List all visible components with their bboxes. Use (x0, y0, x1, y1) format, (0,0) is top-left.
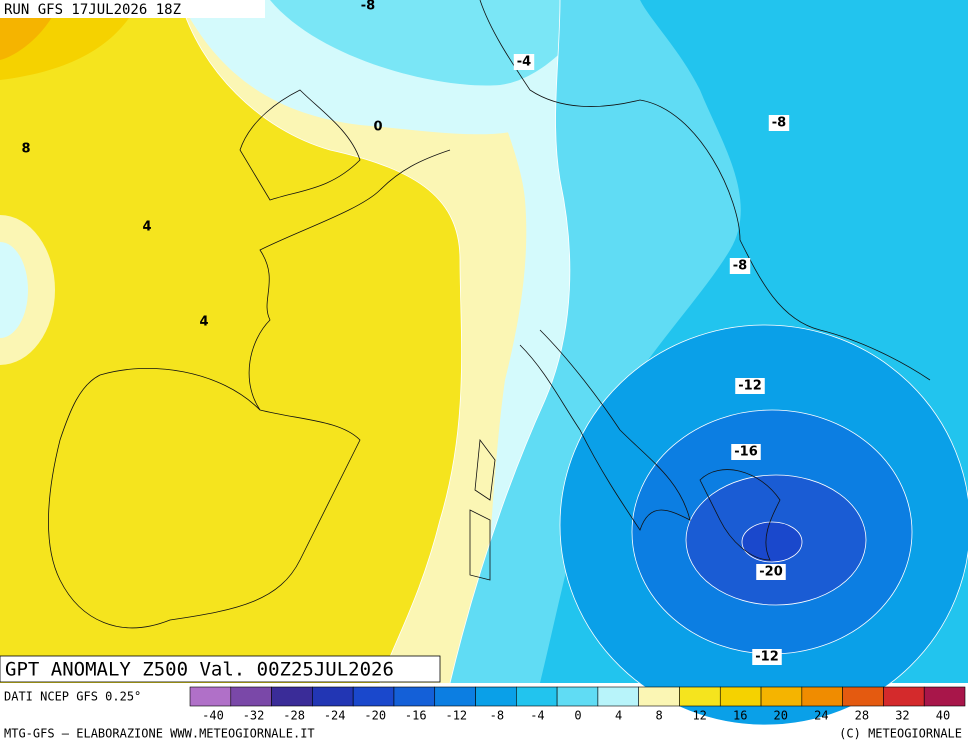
contour-label: 4 (142, 220, 151, 235)
contour-label-box (731, 444, 761, 460)
contour-label: -4 (517, 55, 531, 70)
colorbar-label: -8 (490, 709, 504, 723)
header-box (0, 0, 265, 18)
colorbar-label: 24 (814, 709, 828, 723)
colorbar-swatch (189, 686, 232, 707)
colorbar-swatch (597, 686, 639, 707)
colorbar-swatch (516, 686, 558, 707)
colorbar-swatch (638, 686, 680, 707)
contour-label-box (735, 378, 765, 394)
colorbar-swatch (719, 686, 762, 707)
contour-label: 8 (21, 142, 30, 157)
colorbar-swatch (760, 686, 803, 707)
contour-labels: -8 -4 8 0 -8 4 -8 4 -12 -16 -20 -12 (21, 0, 790, 665)
map (0, 0, 968, 726)
contour-label: -8 (361, 0, 375, 14)
contour-label: -8 (772, 116, 786, 131)
map-title: GPT ANOMALY Z500 Val. 00Z25JUL2026 (5, 659, 394, 681)
colorbar-swatch (312, 686, 354, 707)
colorbar-label: 4 (615, 709, 622, 723)
colorbar-label: 0 (574, 709, 581, 723)
colorbar-label: 16 (733, 709, 747, 723)
colorbar-swatch (475, 686, 517, 707)
contour-label-box (729, 258, 751, 274)
contour-label: -20 (759, 565, 783, 580)
contour-label-box (513, 54, 535, 70)
contour-label-box (768, 115, 790, 131)
colorbar-label: 40 (936, 709, 950, 723)
colorbar-swatch (556, 686, 599, 707)
contour-label: 0 (373, 120, 382, 135)
colorbar-swatch (352, 686, 395, 707)
colorbar-label: -20 (364, 709, 386, 723)
colorbar-swatch (271, 686, 313, 707)
title-box (0, 655, 441, 683)
colorbar-label: -16 (405, 709, 427, 723)
contour-label: 4 (199, 315, 208, 330)
colorbar-label: -32 (243, 709, 265, 723)
colorbar: -40 -32 -28 -24 -20 -16 -12 -8 -4 0 4 8 12 16 20 24 28 32… (189, 686, 966, 723)
contour-label: -8 (733, 259, 747, 274)
colorbar-swatch (230, 686, 272, 707)
colorbar-label: -28 (283, 709, 305, 723)
colorbar-label: 28 (855, 709, 869, 723)
source-label: DATI NCEP GFS 0.25° (4, 690, 141, 704)
contour-label: -12 (755, 650, 779, 665)
colorbar-label: -4 (530, 709, 544, 723)
colorbar-swatch (393, 686, 436, 707)
footer-right: (C) METEOGIORNALE (839, 727, 962, 741)
contour-label-box (752, 649, 782, 665)
colorbar-swatch (842, 686, 884, 707)
colorbar-swatch (679, 686, 721, 707)
colorbar-swatch (923, 686, 966, 707)
colorbar-label: 32 (895, 709, 909, 723)
contour-label: -16 (734, 445, 758, 460)
colorbar-swatch (801, 686, 843, 707)
colorbar-label: 12 (692, 709, 706, 723)
contour-label-box (756, 564, 786, 580)
colorbar-label: -12 (445, 709, 467, 723)
colorbar-label: -40 (202, 709, 224, 723)
colorbar-swatch (434, 686, 476, 707)
footer-left: MTG-GFS – ELABORAZIONE WWW.METEOGIORNALE… (4, 727, 315, 741)
colorbar-swatch (883, 686, 925, 707)
run-label: RUN GFS 17JUL2026 18Z (4, 2, 181, 18)
colorbar-label: 8 (655, 709, 662, 723)
colorbar-label: -24 (324, 709, 346, 723)
colorbar-label: 20 (774, 709, 788, 723)
contour-label: -12 (738, 379, 762, 394)
